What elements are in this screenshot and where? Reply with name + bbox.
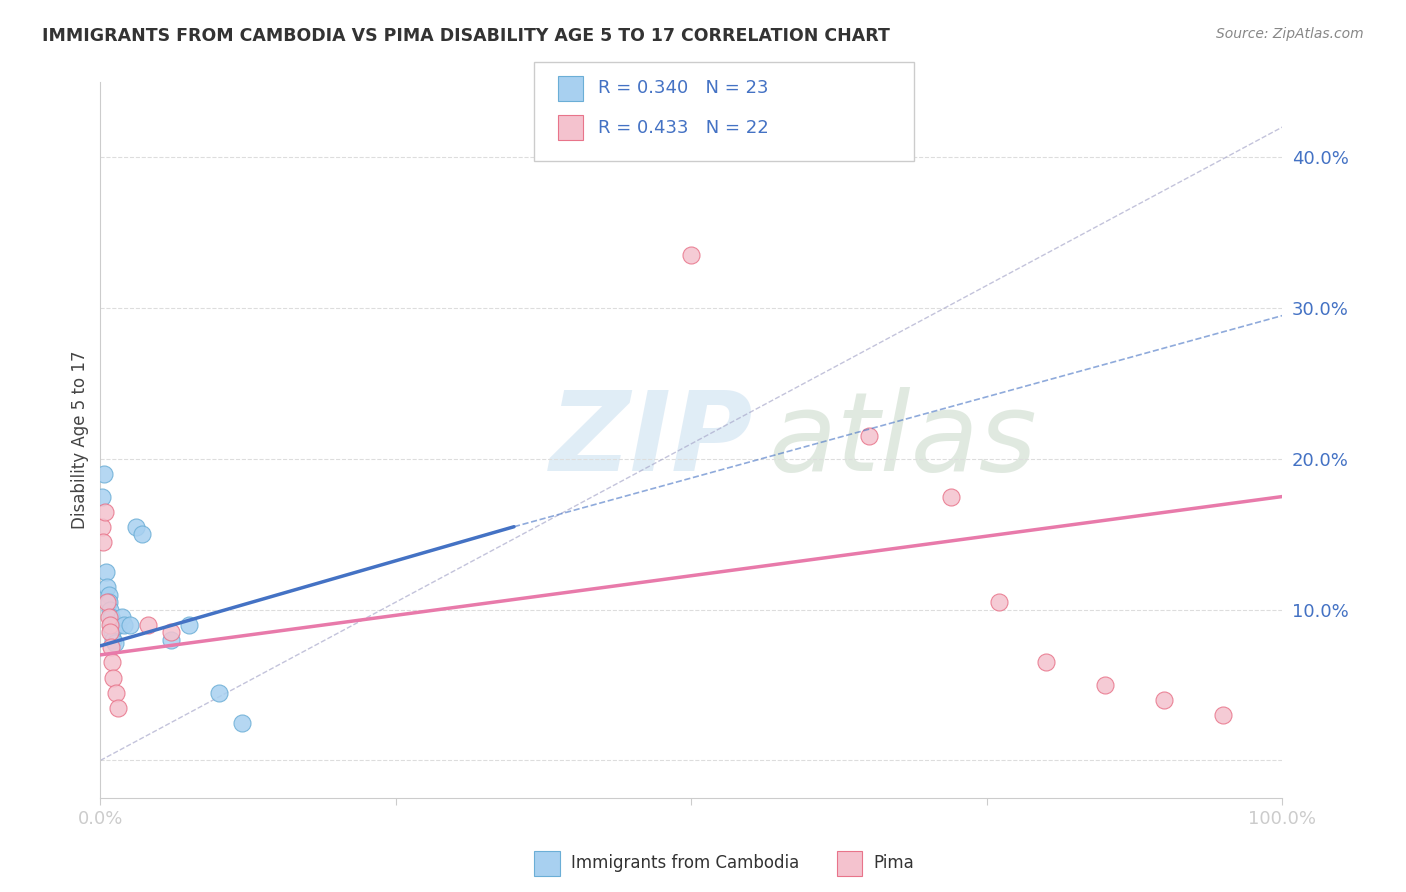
Point [93,467,115,481]
Point [941,490,963,504]
Point [97,610,120,624]
Point [103,636,125,650]
Point [104,617,127,632]
Text: R = 0.340   N = 23: R = 0.340 N = 23 [598,79,768,97]
Text: ZIP: ZIP [550,386,754,493]
Point [1153,693,1175,707]
Point [160,625,183,640]
Point [96,595,118,609]
Point [160,632,183,647]
Text: R = 0.433   N = 22: R = 0.433 N = 22 [598,119,768,136]
Point [136,617,159,632]
Point [111,610,134,624]
Point [97,595,120,609]
Point [112,617,135,632]
Point [231,715,253,730]
Point [100,617,122,632]
Text: Immigrants from Cambodia: Immigrants from Cambodia [571,855,799,872]
Text: Pima: Pima [873,855,914,872]
Point [101,625,124,640]
Point [1035,656,1057,670]
Point [96,580,118,594]
Point [98,625,121,640]
Point [987,595,1010,609]
Point [91,534,114,549]
Point [103,632,125,647]
Point [107,617,129,632]
Point [103,671,125,685]
Point [207,685,229,699]
Point [177,617,200,632]
Text: atlas: atlas [768,386,1036,493]
Y-axis label: Disability Age 5 to 17: Disability Age 5 to 17 [72,351,89,529]
Point [90,490,112,504]
Point [90,519,112,533]
Point [100,640,122,655]
Point [97,588,120,602]
Point [96,565,118,579]
Point [858,429,880,443]
Point [681,248,703,262]
Point [125,519,148,533]
Point [94,505,117,519]
Point [1094,678,1116,692]
Point [118,617,141,632]
Point [100,610,122,624]
Point [98,617,121,632]
Point [107,700,129,714]
Point [101,656,124,670]
Point [131,527,153,541]
Point [1212,708,1234,723]
Point [98,602,121,616]
Text: Source: ZipAtlas.com: Source: ZipAtlas.com [1216,27,1364,41]
Point [104,685,127,699]
Text: IMMIGRANTS FROM CAMBODIA VS PIMA DISABILITY AGE 5 TO 17 CORRELATION CHART: IMMIGRANTS FROM CAMBODIA VS PIMA DISABIL… [42,27,890,45]
